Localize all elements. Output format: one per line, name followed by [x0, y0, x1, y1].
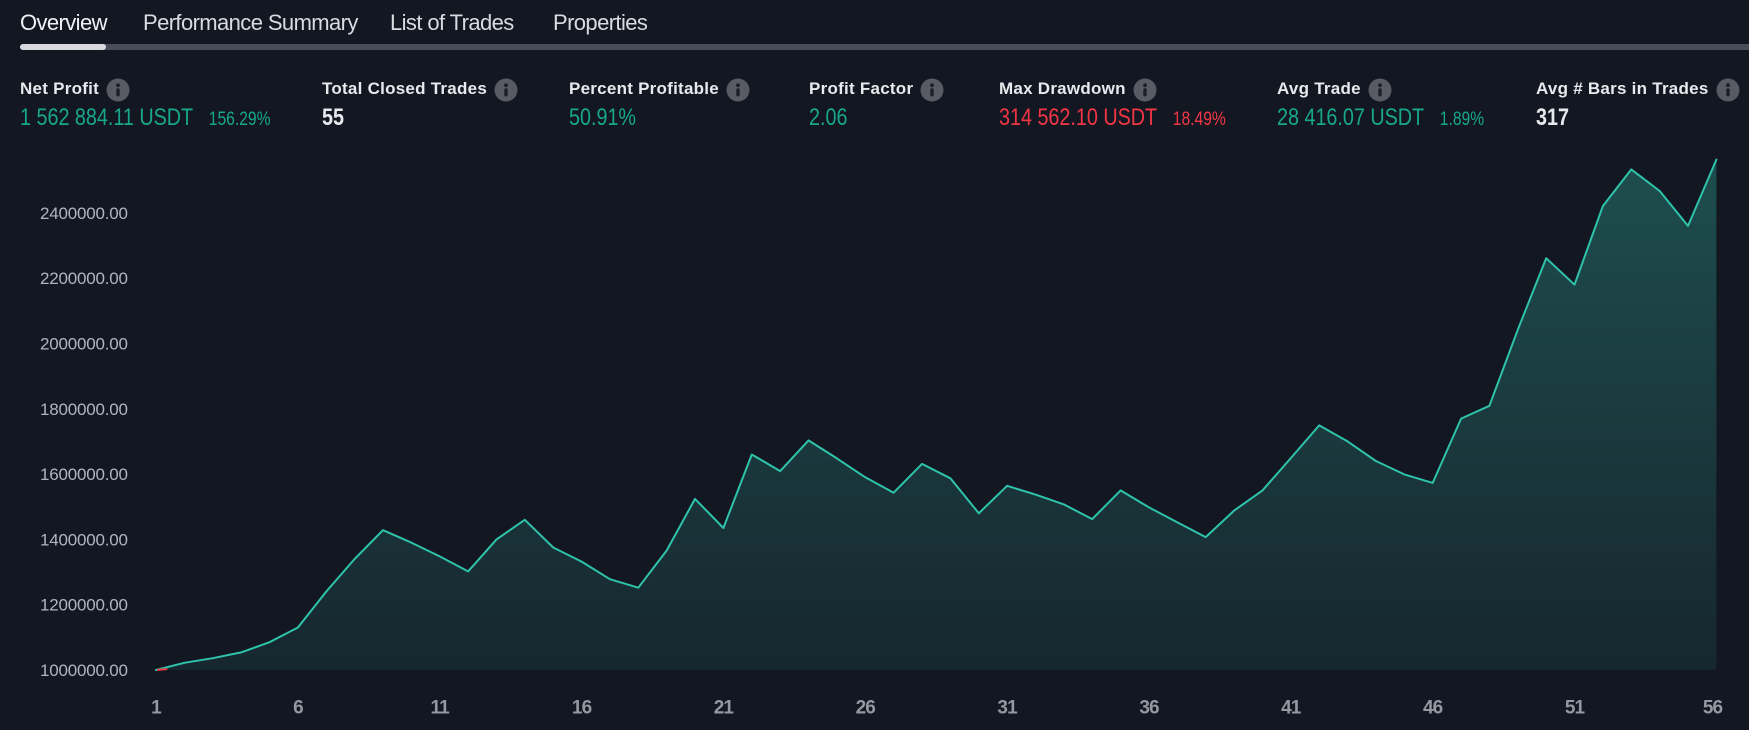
- svg-text:21: 21: [714, 698, 735, 719]
- svg-text:1400000.00: 1400000.00: [40, 530, 128, 549]
- svg-text:56: 56: [1703, 698, 1723, 719]
- svg-text:6: 6: [293, 698, 303, 719]
- svg-text:2400000.00: 2400000.00: [40, 204, 128, 223]
- svg-text:46: 46: [1423, 698, 1443, 719]
- svg-text:51: 51: [1565, 698, 1586, 719]
- svg-text:16: 16: [572, 698, 592, 719]
- svg-text:2000000.00: 2000000.00: [40, 334, 128, 353]
- svg-text:1800000.00: 1800000.00: [40, 400, 128, 419]
- svg-text:1: 1: [151, 698, 162, 719]
- svg-text:41: 41: [1281, 698, 1302, 719]
- svg-text:1000000.00: 1000000.00: [40, 661, 128, 680]
- svg-text:26: 26: [856, 698, 876, 719]
- svg-text:31: 31: [997, 698, 1018, 719]
- svg-text:11: 11: [431, 698, 451, 719]
- svg-text:1200000.00: 1200000.00: [40, 596, 128, 615]
- svg-text:2200000.00: 2200000.00: [40, 269, 128, 288]
- svg-text:36: 36: [1139, 698, 1159, 719]
- svg-text:1600000.00: 1600000.00: [40, 465, 128, 484]
